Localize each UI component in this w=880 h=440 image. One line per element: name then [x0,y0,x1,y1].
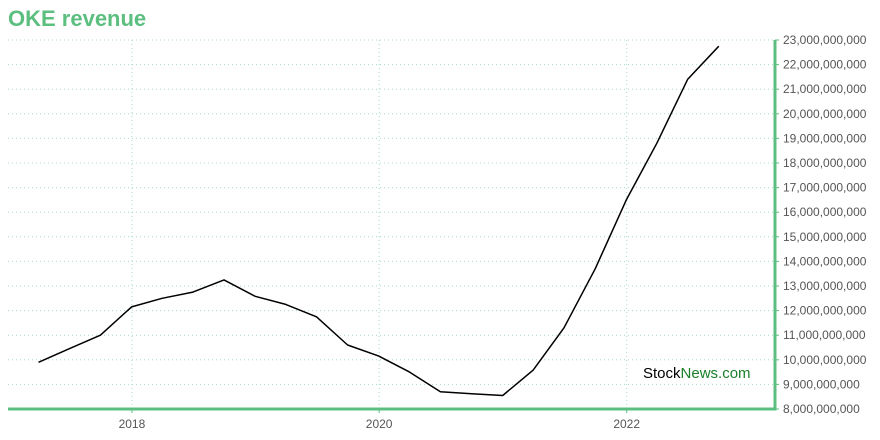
y-tick-label: 10,000,000,000 [783,353,867,367]
y-tick-label: 20,000,000,000 [783,107,867,121]
y-tick-label: 22,000,000,000 [783,58,867,72]
y-tick-label: 8,000,000,000 [783,402,860,416]
y-tick-label: 13,000,000,000 [783,279,867,293]
y-tick-label: 12,000,000,000 [783,304,867,318]
x-tick-label: 2020 [366,417,393,431]
watermark-part2: News.com [680,365,751,382]
y-tick-label: 14,000,000,000 [783,254,867,268]
x-tick-label: 2018 [119,417,146,431]
y-tick-label: 23,000,000,000 [783,33,867,47]
y-tick-label: 18,000,000,000 [783,156,867,170]
y-tick-label: 17,000,000,000 [783,181,867,195]
y-tick-label: 19,000,000,000 [783,131,867,145]
stocknews-watermark: StockNews.com [643,365,751,382]
chart-title: OKE revenue [8,6,147,31]
y-tick-label: 9,000,000,000 [783,377,860,391]
x-tick-label: 2022 [613,417,640,431]
y-tick-label: 21,000,000,000 [783,82,867,96]
y-tick-label: 11,000,000,000 [783,328,866,342]
y-tick-label: 16,000,000,000 [783,205,867,219]
watermark-part1: Stock [643,365,681,382]
y-tick-label: 15,000,000,000 [783,230,867,244]
revenue-series-line [38,45,720,397]
